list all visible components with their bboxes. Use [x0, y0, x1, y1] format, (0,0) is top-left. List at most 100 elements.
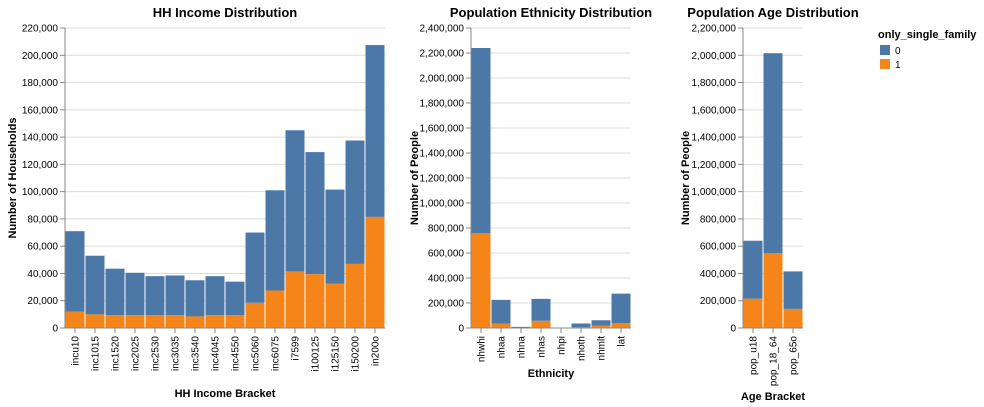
x-tick-label: nhpi	[557, 336, 568, 355]
y-tick-label: 40,000	[27, 269, 58, 280]
bar-series-0	[145, 276, 165, 316]
bar-series-0	[245, 232, 265, 303]
y-tick-label: 1,600,000	[692, 105, 737, 116]
bar-series-1	[365, 216, 385, 328]
x-tick-label: lat	[617, 336, 628, 347]
x-tick-label: inc3035	[171, 336, 182, 371]
bar-series-0	[305, 152, 325, 275]
bar-series-1	[145, 315, 165, 328]
chart-title: Population Ethnicity Distribution	[450, 5, 652, 20]
y-tick-label: 1,200,000	[420, 174, 465, 185]
y-axis-title: Number of Households	[7, 117, 19, 238]
legend-swatch-0	[880, 45, 890, 55]
y-tick-label: 800,000	[700, 214, 737, 225]
x-tick-label: nhwhi	[477, 336, 488, 362]
bar-series-0	[165, 275, 185, 316]
y-tick-label: 0	[52, 324, 58, 335]
bar-series-1	[345, 263, 365, 328]
y-tick-label: 200,000	[22, 51, 59, 62]
bar-series-0	[365, 45, 385, 217]
y-tick-label: 1,800,000	[692, 78, 737, 89]
bar-series-1	[325, 283, 345, 328]
bar-series-1	[531, 320, 551, 328]
y-tick-label: 2,400,000	[420, 24, 465, 35]
bar-series-0	[611, 293, 631, 323]
y-tick-label: 400,000	[700, 269, 737, 280]
chart-title: Population Age Distribution	[687, 5, 858, 20]
bar-series-1	[471, 233, 491, 328]
x-tick-label: incu10	[71, 336, 82, 366]
bar-series-0	[571, 323, 591, 327]
bar-series-1	[125, 315, 145, 328]
bar-series-1	[245, 302, 265, 328]
bar-series-0	[85, 255, 105, 315]
y-tick-label: 800,000	[428, 224, 465, 235]
y-tick-label: 1,000,000	[692, 187, 737, 198]
bar-series-1	[185, 316, 205, 328]
chart-panel-0: 0 20,000 40,000 60,000 80,000 100,000 120,000 1…	[7, 5, 385, 400]
x-tick-label: inc2530	[151, 336, 162, 371]
x-tick-label: in200o	[371, 336, 382, 366]
legend-swatch-1	[880, 59, 890, 69]
bar-series-1	[491, 323, 511, 328]
y-tick-label: 1,800,000	[420, 99, 465, 110]
y-tick-label: 120,000	[22, 160, 59, 171]
y-tick-label: 80,000	[27, 214, 58, 225]
bar-series-0	[325, 189, 345, 284]
chart-panel-1: 0 200,000 400,000 600,000 800,000 1,000,000 1,…	[409, 5, 652, 380]
y-tick-label: 220,000	[22, 24, 59, 35]
bar-series-0	[511, 326, 531, 328]
legend-label-0: 0	[895, 46, 901, 57]
x-tick-label: inc4045	[211, 336, 222, 371]
bar-series-1	[85, 314, 105, 328]
x-tick-label: nhas	[537, 336, 548, 358]
x-tick-label: nhaa	[497, 336, 508, 359]
bar-series-1	[165, 315, 185, 328]
x-tick-label: inc3540	[191, 336, 202, 371]
x-tick-label: inc6075	[271, 336, 282, 371]
y-axis-title: Number of People	[409, 131, 421, 225]
x-tick-label: nhoth	[577, 336, 588, 361]
x-tick-label: i100125	[311, 336, 322, 372]
legend-title: only_single_family	[878, 29, 977, 41]
y-tick-label: 1,000,000	[420, 199, 465, 210]
bar-series-0	[763, 53, 783, 254]
bar-series-1	[743, 298, 763, 328]
bar-series-1	[225, 315, 245, 328]
y-tick-label: 0	[730, 324, 736, 335]
bar-series-1	[763, 253, 783, 328]
x-tick-label: pop_18_64	[769, 336, 780, 386]
x-tick-label: i125150	[331, 336, 342, 372]
bar-series-0	[225, 281, 245, 316]
y-tick-label: 1,600,000	[420, 124, 465, 135]
x-tick-label: i7599	[291, 336, 302, 361]
chart-title: HH Income Distribution	[153, 5, 298, 20]
x-tick-label: inc1520	[111, 336, 122, 371]
x-tick-label: pop_65o	[789, 336, 800, 375]
x-axis-title: HH Income Bracket	[175, 388, 276, 400]
bar-series-0	[491, 299, 511, 324]
y-tick-label: 1,400,000	[692, 133, 737, 144]
y-tick-label: 400,000	[428, 274, 465, 285]
bar-series-1	[65, 311, 85, 328]
y-tick-label: 1,200,000	[692, 160, 737, 171]
x-tick-label: inc1015	[91, 336, 102, 371]
bar-series-1	[305, 274, 325, 328]
bar-series-0	[185, 280, 205, 317]
x-tick-label: inc4550	[231, 336, 242, 371]
bar-series-1	[205, 315, 225, 328]
y-tick-label: 20,000	[27, 296, 58, 307]
y-tick-label: 100,000	[22, 187, 59, 198]
legend-label-1: 1	[895, 60, 901, 71]
bar-series-0	[471, 48, 491, 233]
y-tick-label: 600,000	[700, 242, 737, 253]
x-axis-title: Age Bracket	[741, 391, 806, 403]
x-tick-label: inc2025	[131, 336, 142, 371]
x-tick-label: i150200	[351, 336, 362, 372]
bar-series-0	[591, 320, 611, 326]
y-tick-label: 160,000	[22, 105, 59, 116]
x-tick-label: nhmlt	[597, 336, 608, 361]
y-tick-label: 600,000	[428, 249, 465, 260]
x-axis-title: Ethnicity	[528, 368, 575, 380]
